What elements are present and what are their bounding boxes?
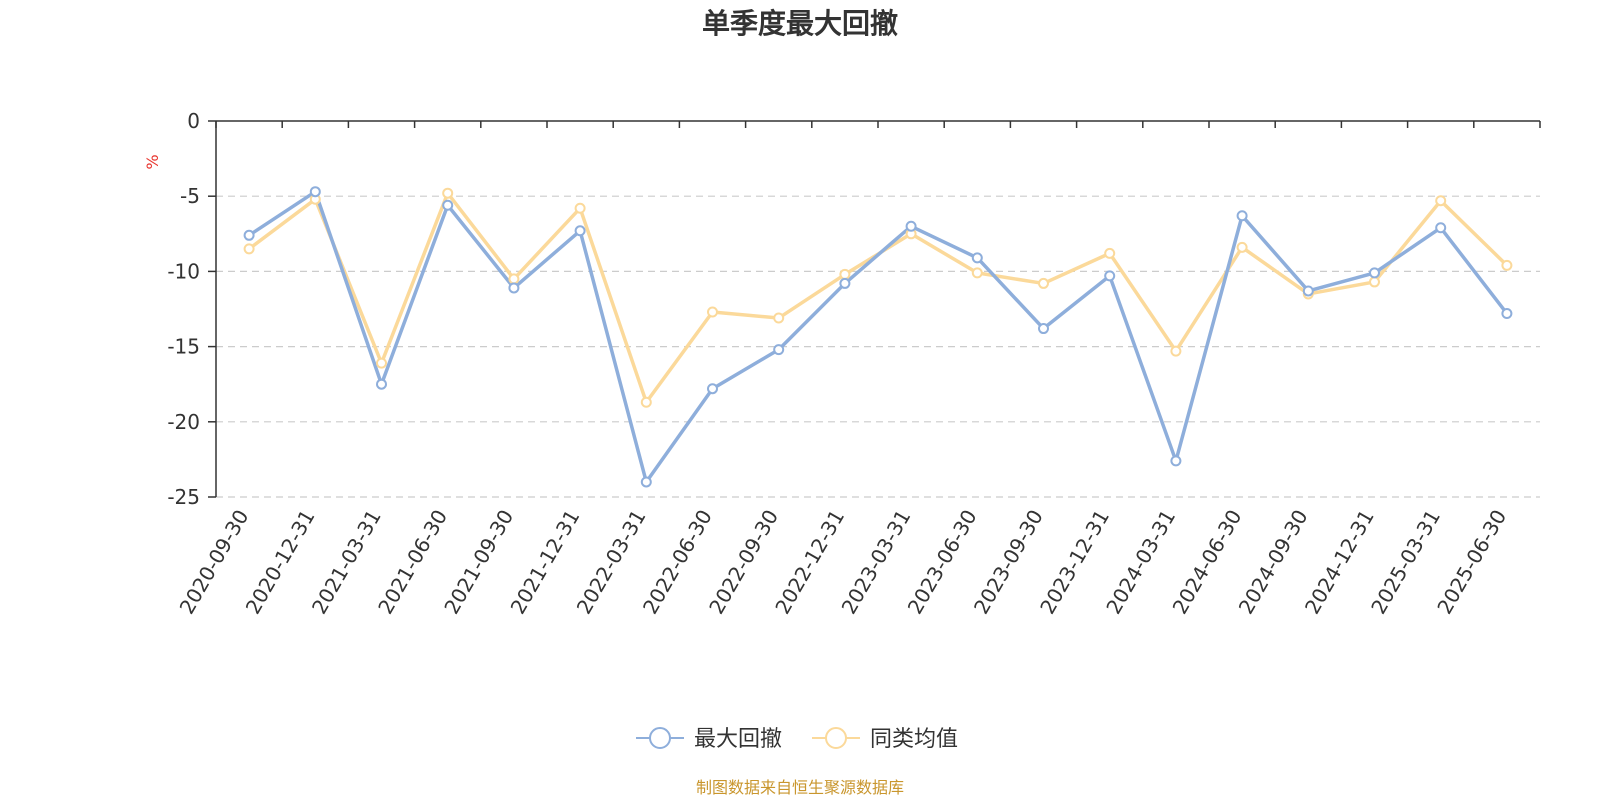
data-point-series-0[interactable] — [243, 229, 255, 241]
x-tick-label: 2024-12-31 — [1300, 506, 1379, 619]
x-tick-label: 2020-09-30 — [175, 506, 254, 619]
y-tick-label: -10 — [167, 259, 200, 283]
series-line-1 — [248, 191, 1509, 404]
data-point-series-1[interactable] — [1038, 277, 1049, 289]
legend-item-max-drawdown[interactable]: 最大回撤 — [636, 727, 782, 752]
data-point-series-1[interactable] — [1104, 247, 1116, 259]
y-tick-label: -15 — [167, 335, 200, 359]
series-lines — [243, 186, 1513, 488]
x-tick-label: 2021-09-30 — [439, 506, 518, 619]
legend-label-peer-average: 同类均值 — [870, 727, 958, 752]
data-point-series-1[interactable] — [1236, 241, 1248, 253]
data-point-series-1[interactable] — [1435, 195, 1447, 207]
data-point-series-1[interactable] — [508, 273, 520, 285]
data-point-series-0[interactable] — [1038, 323, 1049, 335]
x-tick-label: 2022-12-31 — [770, 506, 849, 619]
data-point-series-0[interactable] — [1435, 222, 1447, 234]
data-point-series-1[interactable] — [1501, 259, 1513, 271]
data-point-series-0[interactable] — [508, 282, 520, 294]
data-point-series-0[interactable] — [574, 225, 586, 237]
axes — [208, 120, 1541, 498]
data-point-series-0[interactable] — [376, 378, 387, 390]
data-point-series-1[interactable] — [971, 267, 983, 279]
data-point-series-1[interactable] — [640, 396, 652, 408]
x-tick-label: 2024-03-31 — [1101, 506, 1180, 619]
data-point-series-1[interactable] — [773, 312, 785, 324]
data-point-series-0[interactable] — [1104, 270, 1116, 282]
x-tick-label: 2023-06-30 — [903, 506, 982, 619]
x-tick-label: 2022-06-30 — [638, 506, 717, 619]
y-tick-label: -20 — [167, 410, 200, 434]
legend-label-max-drawdown: 最大回撤 — [694, 727, 782, 752]
x-tick-label: 2023-12-31 — [1035, 506, 1114, 619]
data-point-series-0[interactable] — [1236, 210, 1248, 222]
data-point-series-1[interactable] — [839, 268, 851, 280]
data-point-series-0[interactable] — [839, 277, 851, 289]
data-point-series-0[interactable] — [1170, 455, 1182, 467]
data-point-series-1[interactable] — [707, 306, 718, 318]
x-tick-label: 2025-03-31 — [1366, 506, 1445, 619]
x-tick-label: 2023-09-30 — [969, 506, 1048, 619]
data-point-series-0[interactable] — [905, 220, 917, 232]
data-point-series-1[interactable] — [376, 357, 387, 369]
x-tick-label: 2022-09-30 — [704, 506, 783, 619]
data-point-series-0[interactable] — [1302, 285, 1314, 297]
data-point-series-1[interactable] — [1170, 345, 1182, 357]
data-point-series-1[interactable] — [243, 243, 255, 255]
x-tick-label: 2021-06-30 — [373, 506, 452, 619]
x-tick-label: 2021-03-31 — [307, 506, 386, 619]
legend-item-peer-average[interactable]: 同类均值 — [812, 727, 958, 752]
y-axis-unit: % — [143, 154, 162, 169]
grid-lines — [216, 195, 1540, 498]
data-point-series-0[interactable] — [1369, 267, 1380, 279]
y-tick-label: 0 — [187, 109, 200, 133]
series-line-0 — [248, 189, 1509, 484]
x-tick-label: 2025-06-30 — [1432, 506, 1511, 619]
x-tick-label: 2024-09-30 — [1234, 506, 1313, 619]
y-tick-label: -5 — [180, 184, 200, 208]
x-tick-labels: 2020-09-302020-12-312021-03-312021-06-30… — [175, 506, 1512, 619]
data-point-series-0[interactable] — [640, 476, 652, 488]
data-point-series-0[interactable] — [309, 186, 321, 198]
y-tick-label: -25 — [167, 485, 200, 509]
y-tick-labels: 0 -5 -10 -15 -20 -25 — [167, 109, 200, 509]
data-point-series-1[interactable] — [574, 202, 586, 214]
data-point-series-0[interactable] — [773, 344, 785, 356]
x-tick-label: 2021-12-31 — [506, 506, 585, 619]
x-tick-label: 2022-03-31 — [572, 506, 651, 619]
chart-title: 单季度最大回撤 — [702, 7, 898, 40]
data-point-series-1[interactable] — [442, 187, 454, 199]
x-tick-label: 2023-03-31 — [837, 506, 916, 619]
data-source-note: 制图数据来自恒生聚源数据库 — [696, 778, 904, 797]
data-point-series-0[interactable] — [707, 383, 718, 395]
data-point-series-0[interactable] — [442, 199, 454, 211]
data-point-series-0[interactable] — [971, 252, 983, 264]
data-point-series-0[interactable] — [1501, 308, 1513, 320]
data-point-series-1[interactable] — [1369, 276, 1380, 288]
x-tick-label: 2020-12-31 — [241, 506, 320, 619]
x-tick-label: 2024-06-30 — [1168, 506, 1247, 619]
legend[interactable]: 最大回撤 同类均值 — [636, 727, 958, 752]
